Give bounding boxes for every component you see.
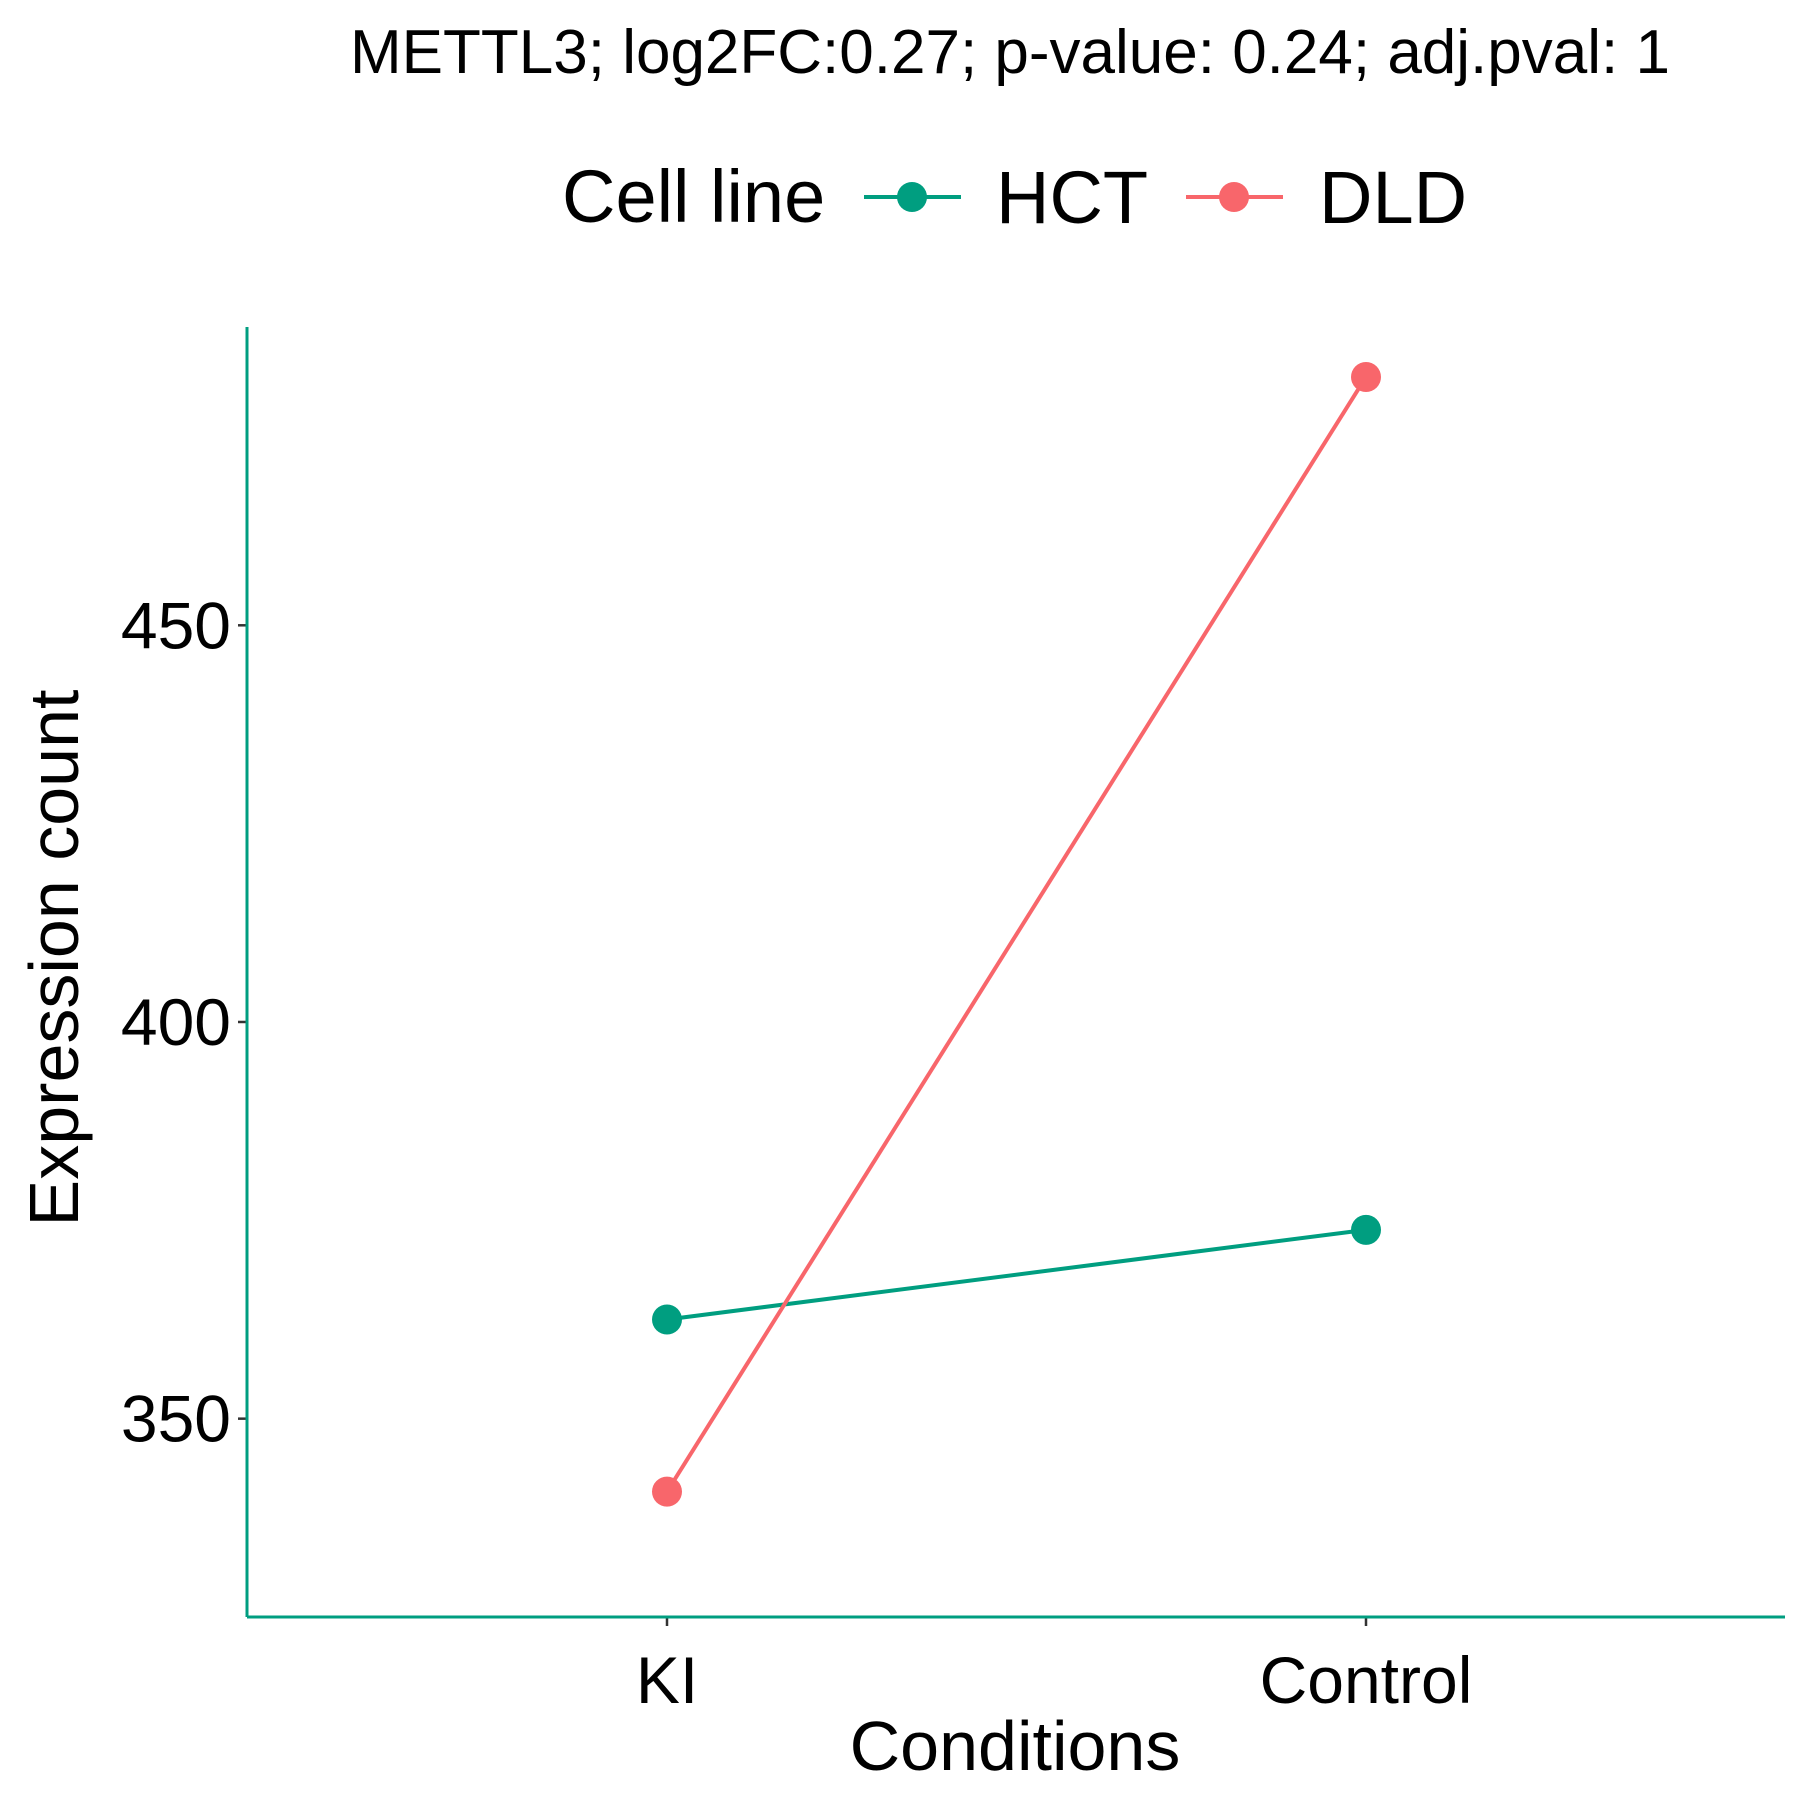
series-dld <box>652 361 1381 1507</box>
legend-item-hct: HCT <box>864 156 1148 239</box>
x-axis-title: Conditions <box>850 1707 1181 1785</box>
legend: Cell line HCT DLD <box>562 155 1467 239</box>
y-tick-label: 400 <box>121 985 231 1059</box>
legend-label: DLD <box>1319 156 1467 239</box>
x-tick-label: KI <box>636 1643 698 1717</box>
series-line <box>665 375 1368 1493</box>
y-axis-title: Expression count <box>15 690 93 1227</box>
x-tick-label: Control <box>1260 1643 1473 1717</box>
series-line <box>666 1227 1367 1322</box>
legend-label: HCT <box>996 156 1148 239</box>
data-point <box>1351 1214 1381 1245</box>
y-tick-label: 350 <box>121 1382 231 1456</box>
legend-item-dld: DLD <box>1186 156 1467 239</box>
legend-key-dot <box>1219 182 1249 212</box>
chart-title: METTL3; log2FC:0.27; p-value: 0.24; adj.… <box>350 18 1670 87</box>
data-point <box>1351 361 1381 392</box>
legend-key-dot <box>897 182 927 212</box>
legend-title: Cell line <box>562 155 825 238</box>
series-hct <box>652 1214 1381 1335</box>
plot-area: 350 400 450 KI Control <box>121 327 1785 1717</box>
data-point <box>652 1304 682 1335</box>
y-tick-label: 450 <box>121 588 231 662</box>
data-point <box>652 1476 682 1507</box>
